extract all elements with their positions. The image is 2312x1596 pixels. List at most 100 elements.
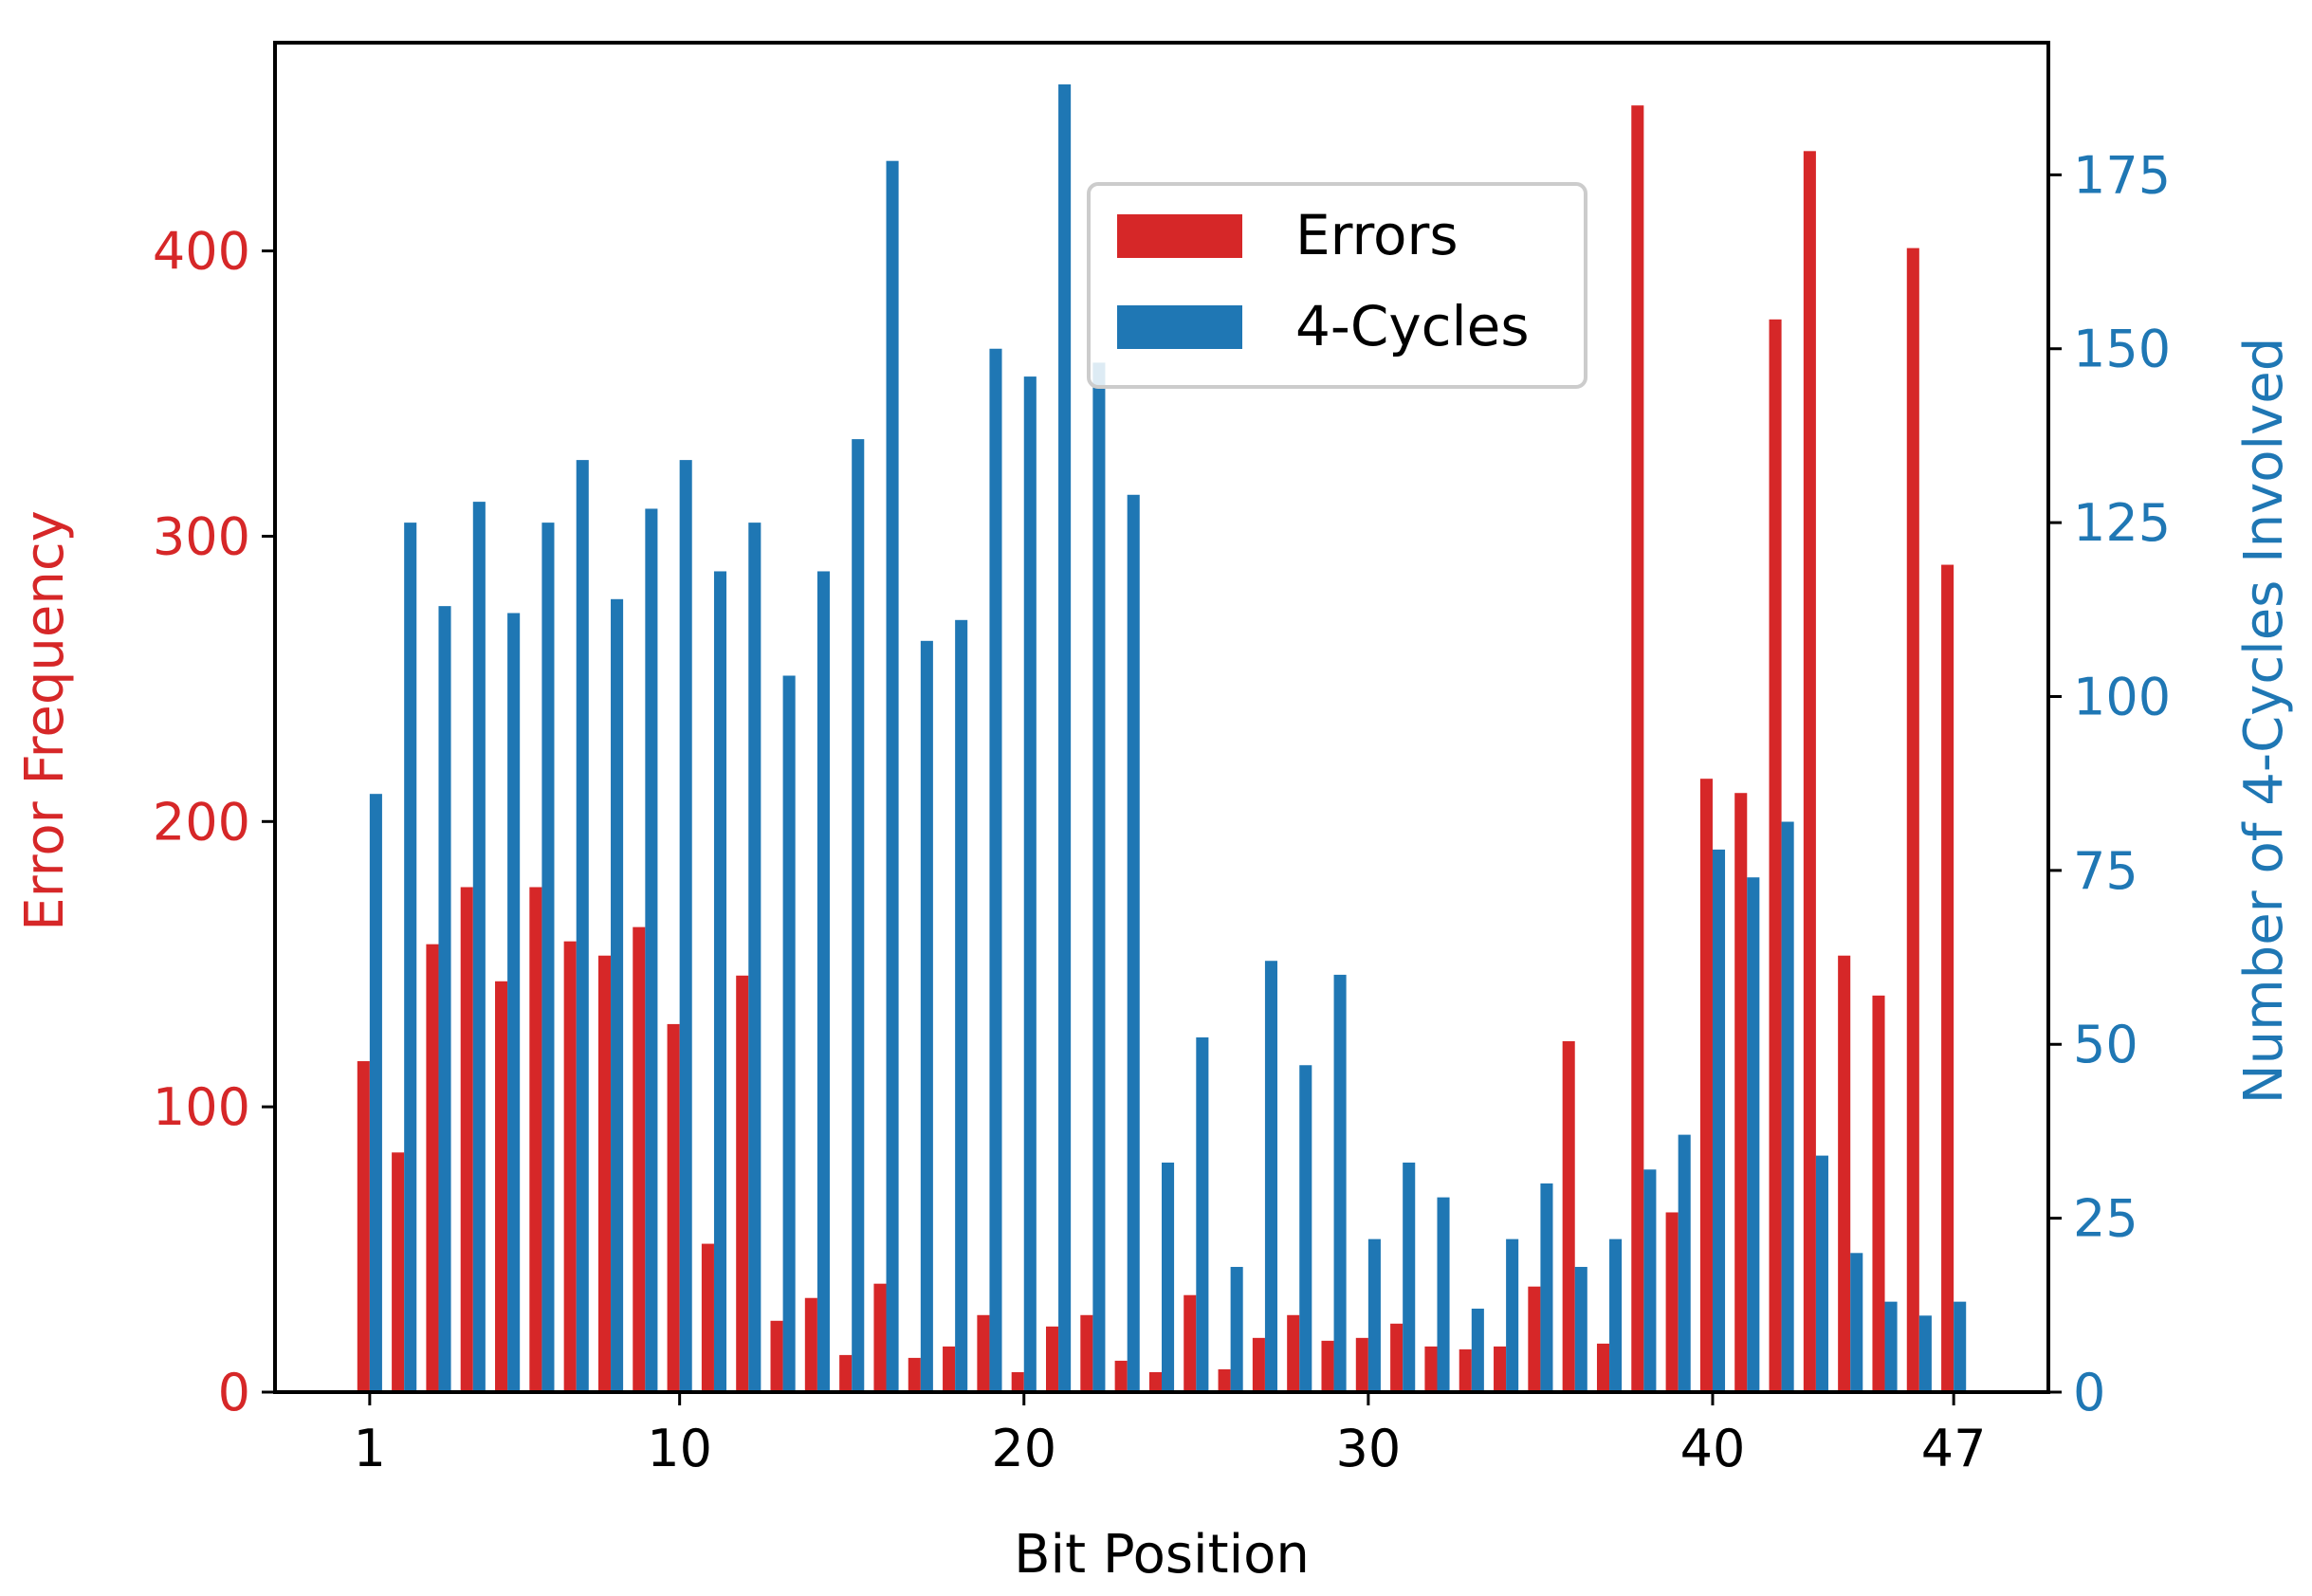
errors-bar-11 — [701, 1243, 714, 1392]
cycles-bar-42 — [1781, 821, 1794, 1392]
legend-label-errors: Errors — [1295, 203, 1459, 267]
cycles-bar-31 — [1403, 1162, 1416, 1392]
cycles-bar-21 — [1058, 84, 1072, 1393]
right-y-tick-label-50: 50 — [2073, 1015, 2138, 1074]
cycles-bar-10 — [679, 460, 692, 1392]
errors-bar-35 — [1528, 1286, 1541, 1392]
errors-bar-4 — [460, 887, 473, 1392]
errors-bar-42 — [1769, 319, 1782, 1392]
cycles-series — [369, 84, 1967, 1393]
errors-bar-46 — [1906, 248, 1919, 1392]
cycles-bar-14 — [817, 571, 830, 1392]
x-axis-label: Bit Position — [1014, 1524, 1310, 1586]
errors-bar-32 — [1424, 1346, 1438, 1392]
cycles-bar-44 — [1850, 1253, 1863, 1392]
errors-bar-5 — [495, 981, 508, 1392]
errors-bar-47 — [1941, 564, 1954, 1392]
errors-bar-7 — [563, 941, 577, 1392]
x-tick-label-1: 1 — [354, 1419, 386, 1478]
left-y-axis-ticks: 0 100 200 300 400 — [153, 222, 275, 1422]
right-y-axis-label: Number of 4-Cycles Involved — [2233, 338, 2295, 1105]
errors-bar-1 — [357, 1061, 370, 1392]
cycles-bar-28 — [1299, 1065, 1312, 1392]
errors-bar-18 — [943, 1346, 956, 1392]
cycles-bar-36 — [1574, 1266, 1587, 1392]
cycles-bar-2 — [404, 523, 417, 1392]
cycles-bar-7 — [576, 460, 589, 1392]
errors-bar-37 — [1596, 1343, 1610, 1392]
cycles-bar-17 — [920, 640, 933, 1392]
errors-bar-44 — [1838, 955, 1851, 1392]
errors-bar-27 — [1252, 1337, 1265, 1392]
errors-bar-41 — [1734, 793, 1748, 1392]
errors-bar-36 — [1562, 1040, 1575, 1392]
errors-bar-38 — [1631, 105, 1644, 1393]
errors-bar-8 — [597, 955, 612, 1392]
cycles-bar-18 — [955, 619, 968, 1392]
cycles-bar-47 — [1954, 1301, 1967, 1392]
errors-bar-29 — [1321, 1340, 1334, 1392]
legend: Errors 4-Cycles — [1087, 182, 1587, 389]
cycles-bar-34 — [1506, 1238, 1519, 1392]
errors-bar-15 — [839, 1354, 853, 1392]
cycles-bar-12 — [748, 523, 761, 1392]
cycles-bar-41 — [1747, 877, 1760, 1392]
right-y-tick-label-75: 75 — [2073, 841, 2138, 901]
errors-bar-28 — [1287, 1314, 1300, 1392]
errors-bar-10 — [667, 1023, 680, 1392]
errors-bar-22 — [1080, 1314, 1093, 1392]
x-tick-label-20: 20 — [991, 1419, 1056, 1478]
right-y-tick-label-150: 150 — [2073, 320, 2171, 379]
cycles-bar-45 — [1884, 1301, 1898, 1392]
cycles-bar-1 — [369, 794, 382, 1392]
cycles-bar-15 — [852, 439, 865, 1393]
cycles-bar-27 — [1264, 961, 1278, 1392]
cycles-bar-46 — [1918, 1315, 1932, 1392]
cycles-bar-39 — [1678, 1134, 1691, 1392]
cycles-bar-43 — [1815, 1155, 1828, 1392]
errors-bar-3 — [426, 944, 439, 1392]
x-axis-ticks: 1 10 20 30 40 47 — [354, 1392, 1987, 1478]
errors-bar-16 — [873, 1283, 887, 1392]
right-y-tick-label-100: 100 — [2073, 667, 2171, 726]
cycles-bar-33 — [1471, 1308, 1484, 1392]
cycles-bar-32 — [1437, 1197, 1450, 1392]
right-y-axis-ticks: 0 25 50 75 100 125 150 175 — [2048, 145, 2171, 1422]
x-tick-label-10: 10 — [647, 1419, 712, 1478]
cycles-bar-9 — [645, 508, 658, 1392]
cycles-bar-24 — [1162, 1162, 1175, 1392]
errors-bar-14 — [804, 1297, 817, 1392]
left-y-axis-label: Error Frequency — [14, 510, 76, 931]
errors-bar-13 — [770, 1320, 783, 1392]
errors-bar-12 — [736, 975, 749, 1392]
left-y-tick-label-300: 300 — [153, 506, 250, 566]
cycles-bar-11 — [713, 571, 727, 1392]
cycles-bar-35 — [1540, 1183, 1553, 1392]
legend-label-cycles: 4-Cycles — [1295, 294, 1530, 358]
errors-bar-20 — [1011, 1371, 1024, 1392]
right-y-tick-label-0: 0 — [2073, 1363, 2105, 1422]
cycles-bar-25 — [1196, 1036, 1209, 1392]
cycles-bar-37 — [1609, 1238, 1623, 1392]
cycles-bar-22 — [1092, 362, 1106, 1393]
cycles-bar-13 — [782, 675, 796, 1392]
errors-bar-19 — [977, 1314, 990, 1392]
cycles-bar-26 — [1230, 1266, 1243, 1392]
cycles-bar-19 — [989, 348, 1002, 1392]
cycles-bar-40 — [1712, 849, 1726, 1392]
errors-bar-40 — [1699, 779, 1713, 1392]
errors-bar-17 — [908, 1357, 921, 1392]
left-y-tick-label-100: 100 — [153, 1077, 250, 1137]
cycles-bar-6 — [541, 523, 555, 1392]
errors-bar-21 — [1045, 1326, 1059, 1392]
right-y-tick-label-25: 25 — [2073, 1189, 2138, 1249]
cycles-bar-3 — [438, 606, 451, 1392]
cycles-bar-38 — [1643, 1169, 1657, 1392]
errors-bar-2 — [392, 1152, 405, 1392]
errors-bar-39 — [1665, 1212, 1679, 1392]
cycles-bar-16 — [886, 160, 899, 1392]
plot-frame — [273, 41, 2050, 1394]
errors-bar-9 — [633, 926, 646, 1392]
left-y-tick-label-400: 400 — [153, 222, 250, 282]
